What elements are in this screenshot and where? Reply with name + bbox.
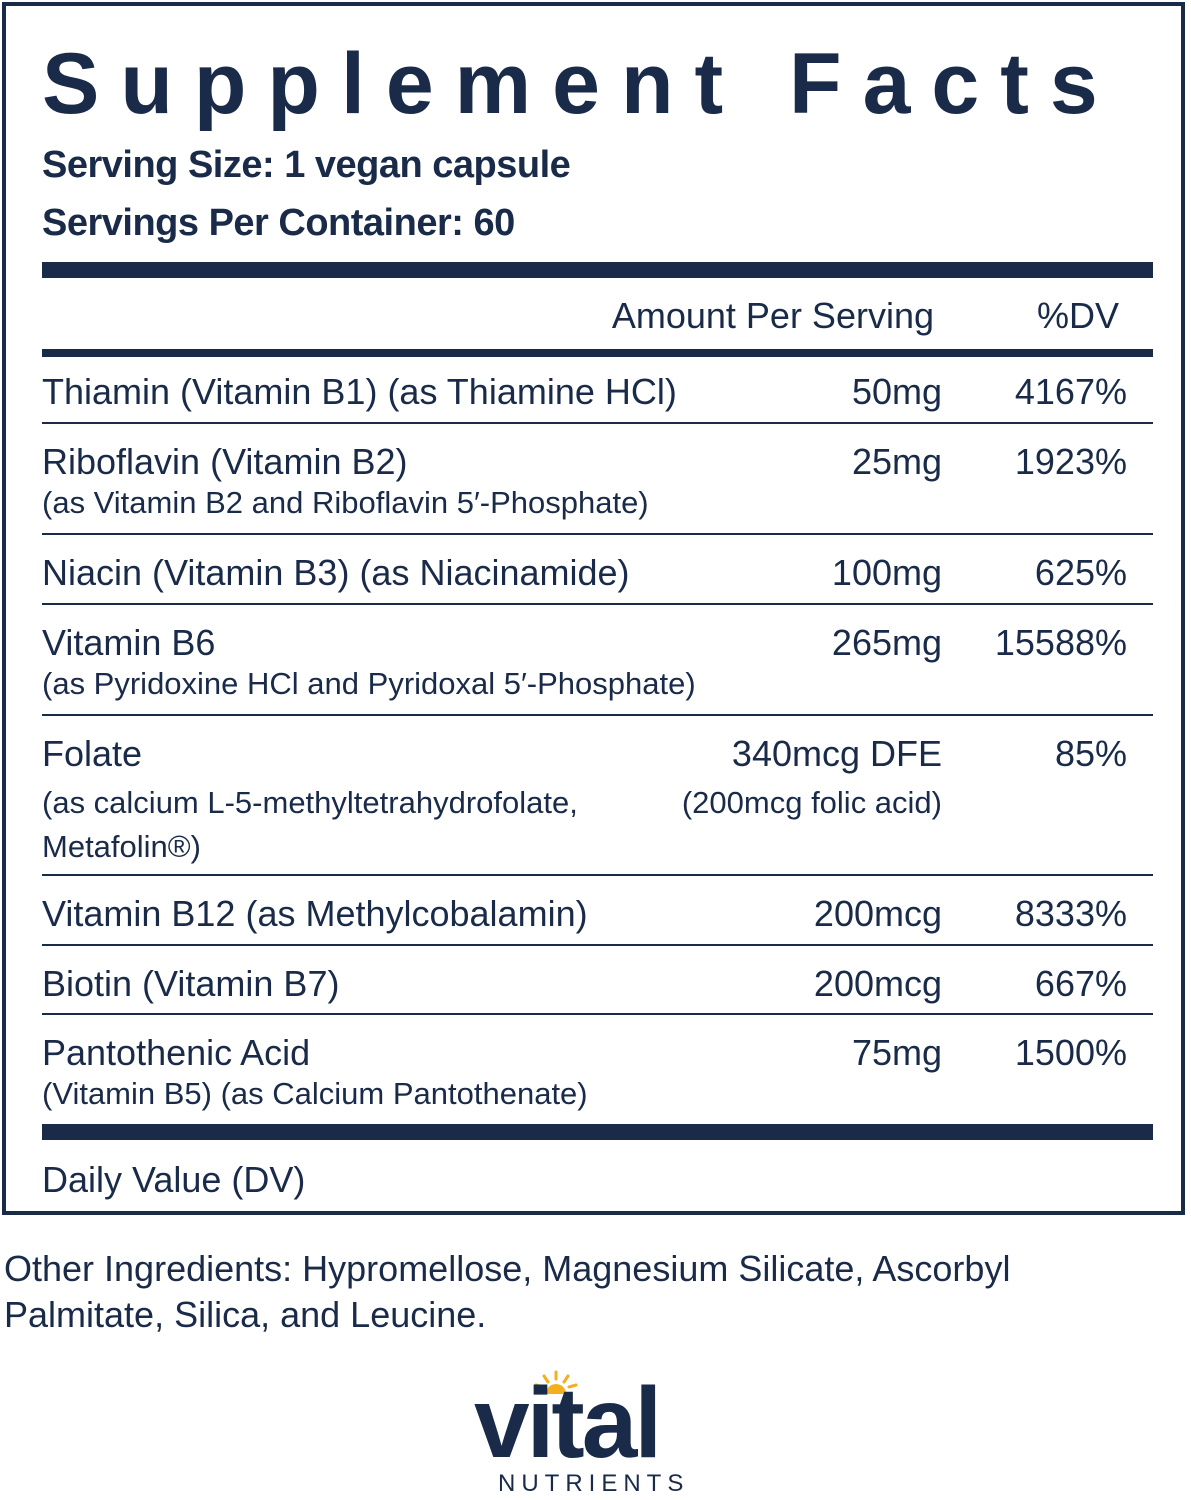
brand-name: vital — [474, 1367, 662, 1479]
row-divider — [42, 944, 1153, 946]
brand-tagline: NUTRIENTS — [498, 1470, 690, 1497]
nutrient-source: (as Pyridoxine HCl and Pyridoxal 5′-Phos… — [42, 666, 696, 701]
nutrient-name: Biotin (Vitamin B7) — [42, 963, 340, 1004]
nutrient-amount: 100mg — [831, 552, 942, 593]
thick-divider-bottom — [42, 1124, 1153, 1140]
nutrient-amount: 200mcg — [813, 893, 942, 934]
nutrient-amount: 340mcg DFE — [731, 733, 942, 774]
row-divider — [42, 1013, 1153, 1015]
nutrient-name: Vitamin B12 (as Methylcobalamin) — [42, 893, 588, 934]
row-divider — [42, 874, 1153, 876]
nutrient-name: Vitamin B6 — [42, 622, 216, 663]
nutrient-dv: 4167% — [1014, 371, 1127, 412]
nutrient-dv: 1923% — [1014, 441, 1127, 482]
other-ingredients: Other Ingredients: Hypromellose, Magnesi… — [4, 1248, 1011, 1335]
nutrient-dv: 15588% — [994, 622, 1127, 663]
nutrient-source: (as Vitamin B2 and Riboflavin 5′-Phospha… — [42, 485, 649, 520]
nutrient-dv: 1500% — [1014, 1032, 1127, 1073]
brand-logo: vital NUTRIENTS — [470, 1368, 730, 1498]
nutrient-dv: 625% — [1034, 552, 1127, 593]
thick-divider-top — [42, 262, 1153, 278]
header-dv: %DV — [1036, 295, 1119, 336]
nutrient-amount: 200mcg — [813, 963, 942, 1004]
serving-size: Serving Size: 1 vegan capsule — [42, 144, 571, 186]
supplement-facts-panel: Supplement Facts Serving Size: 1 vegan c… — [2, 2, 1185, 1215]
sun-icon — [534, 1370, 578, 1394]
row-divider — [42, 714, 1153, 716]
row-divider — [42, 533, 1153, 535]
nutrient-source: (Vitamin B5) (as Calcium Pantothenate) — [42, 1076, 588, 1111]
header-amount: Amount Per Serving — [611, 295, 934, 336]
row-divider — [42, 422, 1153, 424]
nutrient-name: Thiamin (Vitamin B1) (as Thiamine HCl) — [42, 371, 677, 412]
nutrient-amount-note: (200mcg folic acid) — [681, 785, 942, 820]
nutrient-amount: 50mg — [851, 371, 942, 412]
nutrient-dv: 667% — [1034, 963, 1127, 1004]
nutrient-name: Niacin (Vitamin B3) (as Niacinamide) — [42, 552, 630, 593]
header-divider — [42, 349, 1153, 357]
row-divider — [42, 603, 1153, 605]
servings-per-container: Servings Per Container: 60 — [42, 202, 515, 244]
nutrient-name: Folate — [42, 733, 143, 774]
nutrient-amount: 25mg — [851, 441, 942, 482]
panel-title: Supplement Facts — [42, 36, 1119, 132]
nutrient-name: Pantothenic Acid — [42, 1032, 311, 1073]
nutrient-source: (as calcium L-5-methyltetrahydrofolate, — [42, 785, 578, 820]
nutrient-amount: 75mg — [851, 1032, 942, 1073]
daily-value-footnote: Daily Value (DV) — [42, 1159, 306, 1200]
nutrient-dv: 8333% — [1014, 893, 1127, 934]
nutrient-dv: 85% — [1054, 733, 1127, 774]
nutrient-source-cont: Metafolin®) — [42, 829, 201, 864]
nutrient-amount: 265mg — [831, 622, 942, 663]
nutrient-name: Riboflavin (Vitamin B2) — [42, 441, 408, 482]
